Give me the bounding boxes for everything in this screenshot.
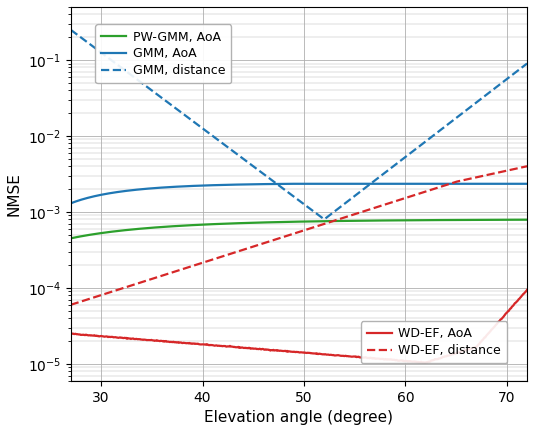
Legend: WD-EF, AoA, WD-EF, distance: WD-EF, AoA, WD-EF, distance: [360, 321, 507, 363]
X-axis label: Elevation angle (degree): Elevation angle (degree): [205, 410, 394, 425]
Y-axis label: NMSE: NMSE: [7, 172, 22, 216]
